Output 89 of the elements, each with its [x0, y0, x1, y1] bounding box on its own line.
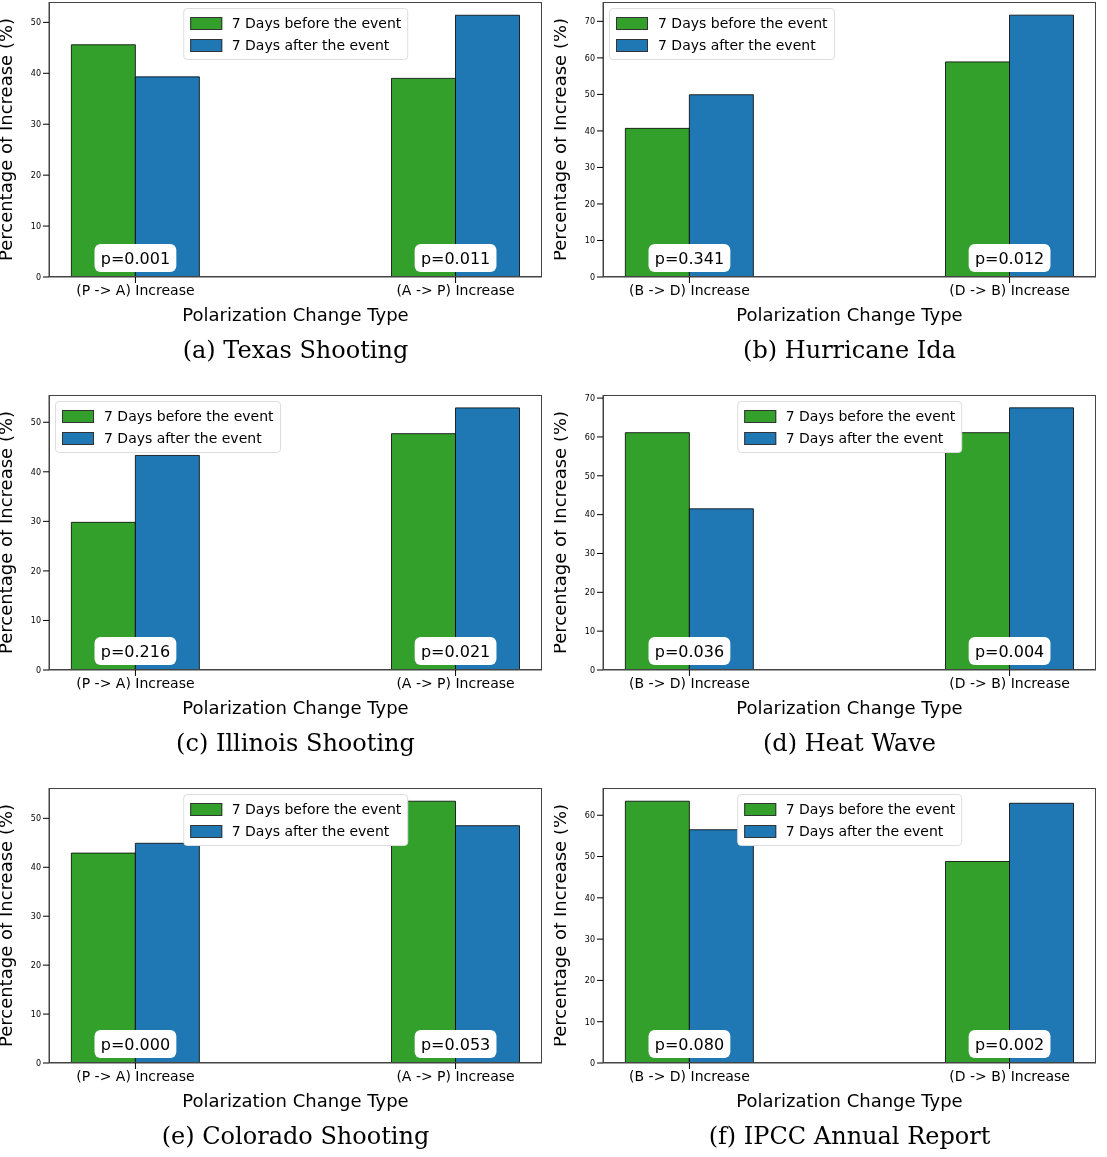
- annotation: p=0.053: [420, 1035, 491, 1054]
- y-tick-label: 30: [30, 912, 41, 922]
- y-tick-label: 40: [30, 863, 41, 873]
- legend-label: 7 Days before the event: [785, 800, 956, 819]
- legend-label: 7 Days after the event: [785, 822, 944, 841]
- x-tick-label: (B -> D) Increase: [629, 281, 750, 298]
- y-tick-label: 30: [30, 517, 41, 527]
- text: (a) Texas Shooting: [181, 336, 410, 364]
- y-tick-label: 60: [584, 432, 595, 442]
- y-tick-label: 20: [30, 566, 41, 576]
- y-tick-label: 10: [30, 221, 41, 231]
- y-tick-label: 40: [30, 467, 41, 477]
- y-tick-label: 0: [35, 665, 41, 675]
- legend-label: 7 Days before the event: [104, 407, 274, 426]
- legend-label: 7 Days before the event: [231, 800, 402, 819]
- legend-label: 7 Days before the event: [231, 14, 402, 33]
- annotation: p=0.036: [654, 642, 725, 661]
- y-tick-label: 20: [584, 588, 595, 598]
- y-tick-label: 20: [30, 170, 41, 180]
- y-tick-label: 30: [584, 163, 595, 173]
- x-tick-label: (P -> A) Increase: [76, 281, 195, 298]
- x-tick-label: (A -> P) Increase: [396, 674, 515, 691]
- legend-label: 7 Days after the event: [231, 36, 390, 55]
- x-tick-label: (D -> B) Increase: [949, 674, 1070, 691]
- y-tick-label: 0: [589, 272, 595, 282]
- x-axis-title: Polarization Change Type: [736, 1090, 963, 1111]
- text: (c) Illinois Shooting: [175, 729, 416, 757]
- annotation: p=0.080: [654, 1035, 725, 1054]
- legend-label: 7 Days after the event: [658, 36, 816, 55]
- y-tick-label: 50: [584, 852, 595, 862]
- x-tick-label: (D -> B) Increase: [949, 1067, 1070, 1084]
- annotation: p=0.001: [100, 249, 171, 268]
- legend-label: 7 Days before the event: [785, 407, 956, 426]
- x-axis-title: Polarization Change Type: [736, 697, 963, 718]
- annotation: p=0.000: [100, 1035, 171, 1054]
- y-tick-label: 50: [584, 471, 595, 481]
- y-tick-label: 20: [30, 960, 41, 970]
- y-tick-label: 20: [584, 199, 595, 209]
- legend-label: 7 Days before the event: [658, 14, 828, 33]
- x-tick-label: (D -> B) Increase: [949, 281, 1070, 298]
- y-tick-label: 30: [584, 549, 595, 559]
- text: (e) Colorado Shooting: [160, 1122, 431, 1150]
- y-tick-label: 0: [35, 272, 41, 282]
- y-tick-label: 0: [589, 1058, 595, 1068]
- y-tick-label: 60: [584, 811, 595, 821]
- y-tick-label: 10: [30, 1009, 41, 1019]
- y-tick-label: 50: [30, 18, 41, 28]
- y-tick-label: 70: [584, 393, 595, 403]
- annotation: p=0.011: [420, 249, 491, 268]
- y-tick-label: 50: [30, 418, 41, 428]
- text: (b) Hurricane Ida: [742, 336, 957, 364]
- y-tick-label: 50: [30, 814, 41, 824]
- y-tick-label: 40: [584, 510, 595, 520]
- x-tick-label: (B -> D) Increase: [629, 1067, 750, 1084]
- y-tick-label: 30: [584, 934, 595, 944]
- x-tick-label: (A -> P) Increase: [396, 281, 515, 298]
- annotation: p=0.021: [420, 642, 491, 661]
- annotation: p=0.341: [654, 249, 725, 268]
- annotation: p=0.002: [974, 1035, 1045, 1054]
- legend-label: 7 Days after the event: [785, 429, 944, 448]
- x-tick-label: (P -> A) Increase: [76, 1067, 195, 1084]
- legend-label: 7 Days after the event: [231, 822, 390, 841]
- y-tick-label: 10: [584, 236, 595, 246]
- y-tick-label: 40: [584, 893, 595, 903]
- x-axis-title: Polarization Change Type: [182, 304, 409, 325]
- y-tick-label: 50: [584, 90, 595, 100]
- x-axis-title: Polarization Change Type: [182, 697, 409, 718]
- y-tick-label: 40: [584, 126, 595, 136]
- y-tick-label: 0: [35, 1058, 41, 1068]
- x-tick-label: (P -> A) Increase: [76, 674, 195, 691]
- y-tick-label: 10: [584, 627, 595, 636]
- annotation: p=0.004: [974, 642, 1045, 661]
- y-tick-label: 0: [589, 665, 595, 675]
- x-tick-label: (B -> D) Increase: [629, 674, 750, 691]
- x-axis-title: Polarization Change Type: [182, 1090, 409, 1111]
- y-tick-label: 10: [30, 616, 41, 626]
- legend-label: 7 Days after the event: [104, 429, 262, 448]
- annotation: p=0.012: [974, 249, 1045, 268]
- x-tick-label: (A -> P) Increase: [396, 1067, 515, 1084]
- y-tick-label: 30: [30, 120, 41, 130]
- x-axis-title: Polarization Change Type: [736, 304, 963, 325]
- y-tick-label: 70: [584, 17, 595, 27]
- y-tick-label: 40: [30, 69, 41, 79]
- y-tick-label: 60: [584, 53, 595, 63]
- text: (f) IPCC Annual Report: [707, 1122, 992, 1150]
- y-tick-label: 10: [584, 1017, 595, 1027]
- y-tick-label: 20: [584, 976, 595, 986]
- annotation: p=0.216: [100, 642, 171, 661]
- text: (d) Heat Wave: [761, 729, 938, 757]
